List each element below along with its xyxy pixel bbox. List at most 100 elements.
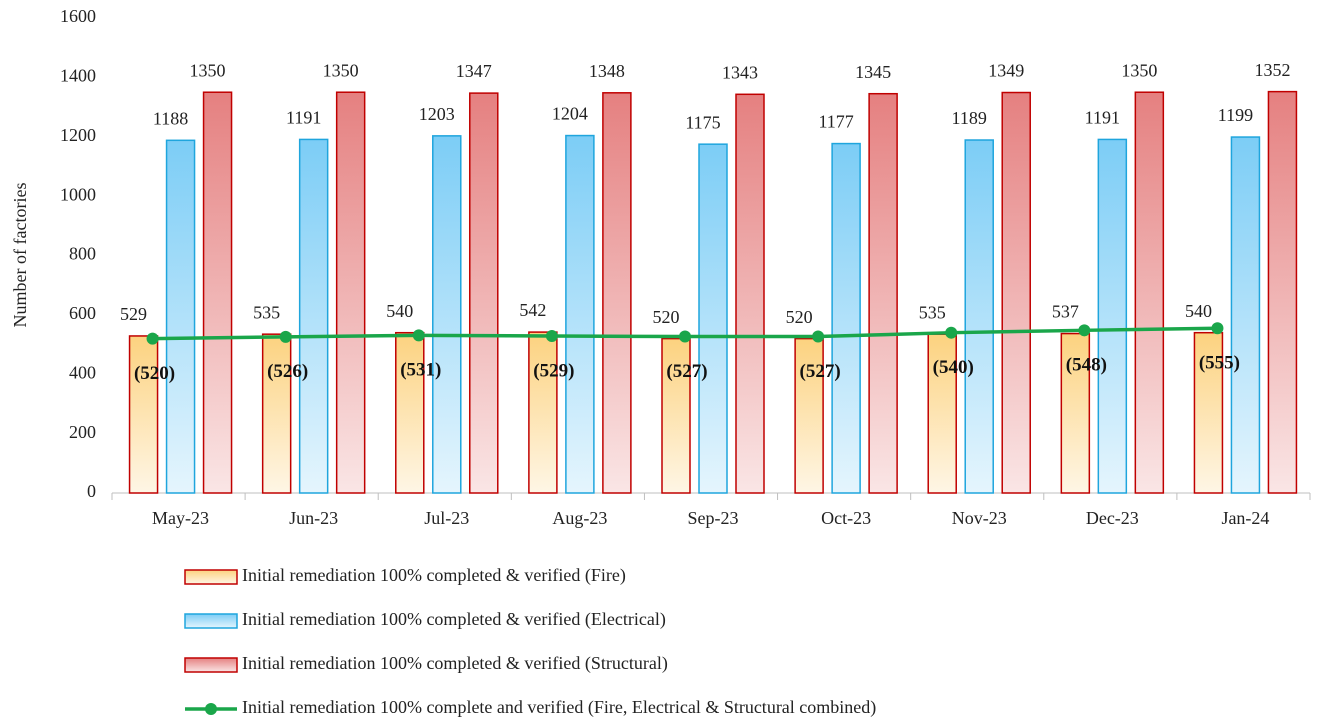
data-label: 1191 (1085, 108, 1120, 128)
line-point (812, 330, 825, 343)
x-tick-label: Aug-23 (552, 508, 607, 528)
data-label: 1203 (419, 104, 455, 124)
line-point (545, 329, 558, 342)
bar (1267, 90, 1298, 494)
data-label: 520 (786, 307, 813, 327)
x-tick-label: Oct-23 (821, 508, 871, 528)
y-tick-label: 600 (69, 303, 96, 323)
data-label: 535 (253, 302, 280, 322)
bar (794, 337, 824, 494)
legend-label: Initial remediation 100% completed & ver… (242, 565, 626, 586)
data-label: 1204 (552, 104, 588, 124)
bar (1134, 91, 1165, 494)
data-label: 1189 (952, 108, 987, 128)
y-tick-label: 1600 (60, 6, 96, 26)
line-point (146, 332, 159, 345)
x-tick-label: Jun-23 (289, 508, 338, 528)
bar (602, 92, 632, 494)
data-label: (548) (1066, 355, 1107, 376)
bar (565, 134, 595, 494)
y-tick-label: 400 (69, 362, 96, 382)
data-label: 1350 (1121, 60, 1157, 80)
data-label: 529 (120, 304, 147, 324)
data-label: (520) (134, 363, 175, 384)
line-point (279, 330, 292, 343)
bar (927, 333, 957, 494)
bar (165, 139, 196, 494)
x-tick-label: Jan-24 (1221, 508, 1269, 528)
data-label: 1350 (190, 60, 226, 80)
data-label: 540 (386, 301, 413, 321)
data-label: 540 (1185, 301, 1212, 321)
data-label: (527) (666, 361, 707, 382)
data-label: (555) (1199, 353, 1240, 374)
line-point (412, 329, 425, 342)
data-label: 1348 (589, 61, 625, 81)
bar (432, 135, 462, 494)
bar (261, 333, 292, 494)
legend-label: Initial remediation 100% completed & ver… (242, 653, 668, 674)
data-label: 1349 (988, 61, 1024, 81)
bar (298, 138, 329, 494)
bar (1230, 136, 1261, 494)
data-label: 1175 (685, 112, 720, 132)
legend-label: Initial remediation 100% completed & ver… (242, 609, 666, 630)
bar (698, 143, 728, 494)
line-point (945, 326, 958, 339)
x-tick-label: Dec-23 (1086, 508, 1139, 528)
bar (469, 92, 499, 494)
y-axis-title: Number of factories (10, 183, 30, 328)
bar (735, 93, 765, 494)
x-tick-label: Sep-23 (688, 508, 739, 528)
legend-swatch (184, 569, 238, 585)
bar (1060, 332, 1091, 494)
legend-swatch (184, 657, 238, 673)
y-tick-label: 800 (69, 244, 96, 264)
data-label: 520 (653, 307, 680, 327)
y-tick-label: 1400 (60, 66, 96, 86)
data-label: (527) (800, 361, 841, 382)
data-label: 1177 (818, 112, 853, 132)
data-label: 1345 (855, 62, 891, 82)
y-tick-label: 1000 (60, 184, 96, 204)
legend-swatch (205, 703, 217, 715)
bar (1193, 331, 1224, 494)
data-label: 1343 (722, 62, 758, 82)
data-label: 535 (919, 302, 946, 322)
data-label: 1188 (153, 108, 188, 128)
y-tick-label: 0 (87, 481, 96, 501)
data-label: 1347 (456, 61, 492, 81)
legend-label: Initial remediation 100% complete and ve… (242, 697, 876, 718)
bar (661, 337, 691, 494)
data-label: (540) (933, 357, 974, 378)
data-label: 542 (519, 300, 546, 320)
x-tick-label: Nov-23 (952, 508, 1007, 528)
data-label: 1352 (1254, 60, 1290, 80)
data-label: 1191 (286, 108, 321, 128)
x-tick-label: Jul-23 (424, 508, 469, 528)
y-tick-label: 1200 (60, 125, 96, 145)
bar (335, 91, 366, 494)
bar (395, 331, 425, 494)
bar (202, 91, 233, 494)
data-label: 1350 (323, 60, 359, 80)
data-label: (529) (533, 360, 574, 381)
data-label: 537 (1052, 302, 1079, 322)
bar (831, 142, 861, 494)
line-point (1211, 322, 1224, 335)
legend-swatch (184, 613, 238, 629)
bar (128, 335, 159, 494)
line-point (679, 330, 691, 343)
line-point (1078, 324, 1091, 337)
bar (528, 331, 558, 494)
bar (1097, 138, 1128, 494)
data-label: (526) (267, 361, 308, 382)
data-label: 1199 (1218, 105, 1253, 125)
bar (1001, 91, 1031, 494)
x-tick-label: May-23 (152, 508, 209, 528)
bar (868, 92, 898, 494)
data-label: (531) (400, 360, 441, 381)
bar (964, 139, 994, 494)
y-tick-label: 200 (69, 422, 96, 442)
